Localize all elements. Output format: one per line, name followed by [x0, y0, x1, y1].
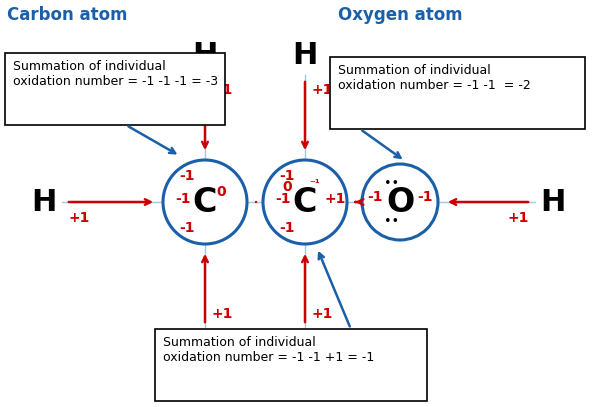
Text: Summation of individual
oxidation number = -1 -1  = -2: Summation of individual oxidation number…	[338, 64, 531, 92]
Text: Summation of individual
oxidation number = -1 -1 +1 = -1: Summation of individual oxidation number…	[163, 336, 374, 364]
Text: +1: +1	[311, 83, 332, 97]
Text: Summation of individual
oxidation number = -1 -1 -1 = -3: Summation of individual oxidation number…	[13, 60, 218, 88]
Text: -1: -1	[279, 169, 295, 183]
Text: +1: +1	[508, 211, 529, 225]
Text: 0: 0	[216, 185, 226, 199]
Text: H: H	[292, 335, 317, 363]
Text: -1: -1	[279, 221, 295, 235]
Text: C: C	[293, 186, 317, 219]
Text: +1: +1	[325, 192, 346, 206]
Text: -1: -1	[179, 169, 195, 183]
Text: -1: -1	[367, 190, 383, 204]
Text: H: H	[193, 41, 218, 70]
Text: C: C	[193, 186, 217, 219]
Text: +1: +1	[311, 307, 332, 321]
Text: 0: 0	[282, 180, 292, 194]
FancyBboxPatch shape	[155, 329, 427, 401]
Text: H: H	[292, 41, 317, 70]
Text: -1: -1	[275, 192, 291, 206]
Text: O: O	[386, 186, 414, 219]
Text: Oxygen atom: Oxygen atom	[338, 6, 463, 24]
FancyBboxPatch shape	[330, 57, 585, 129]
Text: +1: +1	[68, 211, 89, 225]
FancyBboxPatch shape	[5, 53, 225, 125]
Text: H: H	[541, 188, 566, 217]
Text: +1: +1	[211, 307, 233, 321]
Text: H: H	[31, 188, 56, 217]
Text: Carbon atom: Carbon atom	[7, 6, 128, 24]
Text: H: H	[193, 335, 218, 363]
Text: -1: -1	[175, 192, 191, 206]
Text: ⁻¹: ⁻¹	[310, 179, 320, 189]
Text: -1: -1	[179, 221, 195, 235]
Text: ••: ••	[383, 177, 398, 190]
Text: +1: +1	[211, 83, 233, 97]
Text: ••: ••	[383, 214, 398, 228]
Text: -1: -1	[417, 190, 433, 204]
